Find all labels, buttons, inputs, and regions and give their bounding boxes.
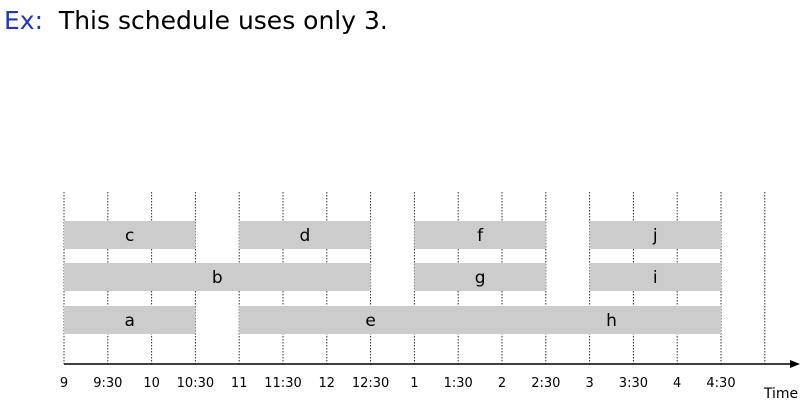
job-label-d: d <box>300 226 311 246</box>
job-bar-e <box>239 306 502 334</box>
job-label-a: a <box>124 311 134 331</box>
job-label-b: b <box>212 268 223 288</box>
tick-label: 1:30 <box>444 376 473 391</box>
job-bar-d <box>239 221 371 249</box>
slide-heading: Ex: This schedule uses only 3. <box>4 4 388 38</box>
job-bar-a <box>64 306 196 334</box>
tick-label: 3:30 <box>619 376 648 391</box>
tick-label: 10:30 <box>177 376 214 391</box>
tick-label: 9 <box>60 376 68 391</box>
tick-label: 10 <box>143 376 160 391</box>
job-label-j: j <box>652 226 658 246</box>
job-bar-i <box>589 263 721 291</box>
job-bar-f <box>414 221 546 249</box>
tick-label: 11:30 <box>264 376 301 391</box>
job-label-c: c <box>125 226 134 246</box>
tick-label: 12:30 <box>352 376 389 391</box>
job-label-h: h <box>606 311 617 331</box>
heading-prefix: Ex: <box>4 6 44 35</box>
job-bar-h <box>502 306 721 334</box>
x-axis-label: Time <box>763 386 798 402</box>
tick-label: 9:30 <box>93 376 122 391</box>
job-bar-b <box>64 263 371 291</box>
tick-label: 4 <box>673 376 681 391</box>
tick-label: 3 <box>585 376 593 391</box>
job-bar-j <box>589 221 721 249</box>
tick-label: 11 <box>231 376 248 391</box>
tick-label: 1 <box>410 376 418 391</box>
job-label-f: f <box>477 226 484 246</box>
heading-text: This schedule uses only 3. <box>58 6 388 35</box>
job-bar-g <box>414 263 546 291</box>
job-label-e: e <box>365 311 375 331</box>
tick-label: 12 <box>319 376 336 391</box>
job-label-g: g <box>475 268 486 288</box>
tick-label: 4:30 <box>706 376 735 391</box>
time-axis-arrow <box>790 360 800 368</box>
job-label-i: i <box>653 268 658 288</box>
tick-label: 2 <box>498 376 506 391</box>
job-bar-c <box>64 221 196 249</box>
tick-label: 2:30 <box>531 376 560 391</box>
